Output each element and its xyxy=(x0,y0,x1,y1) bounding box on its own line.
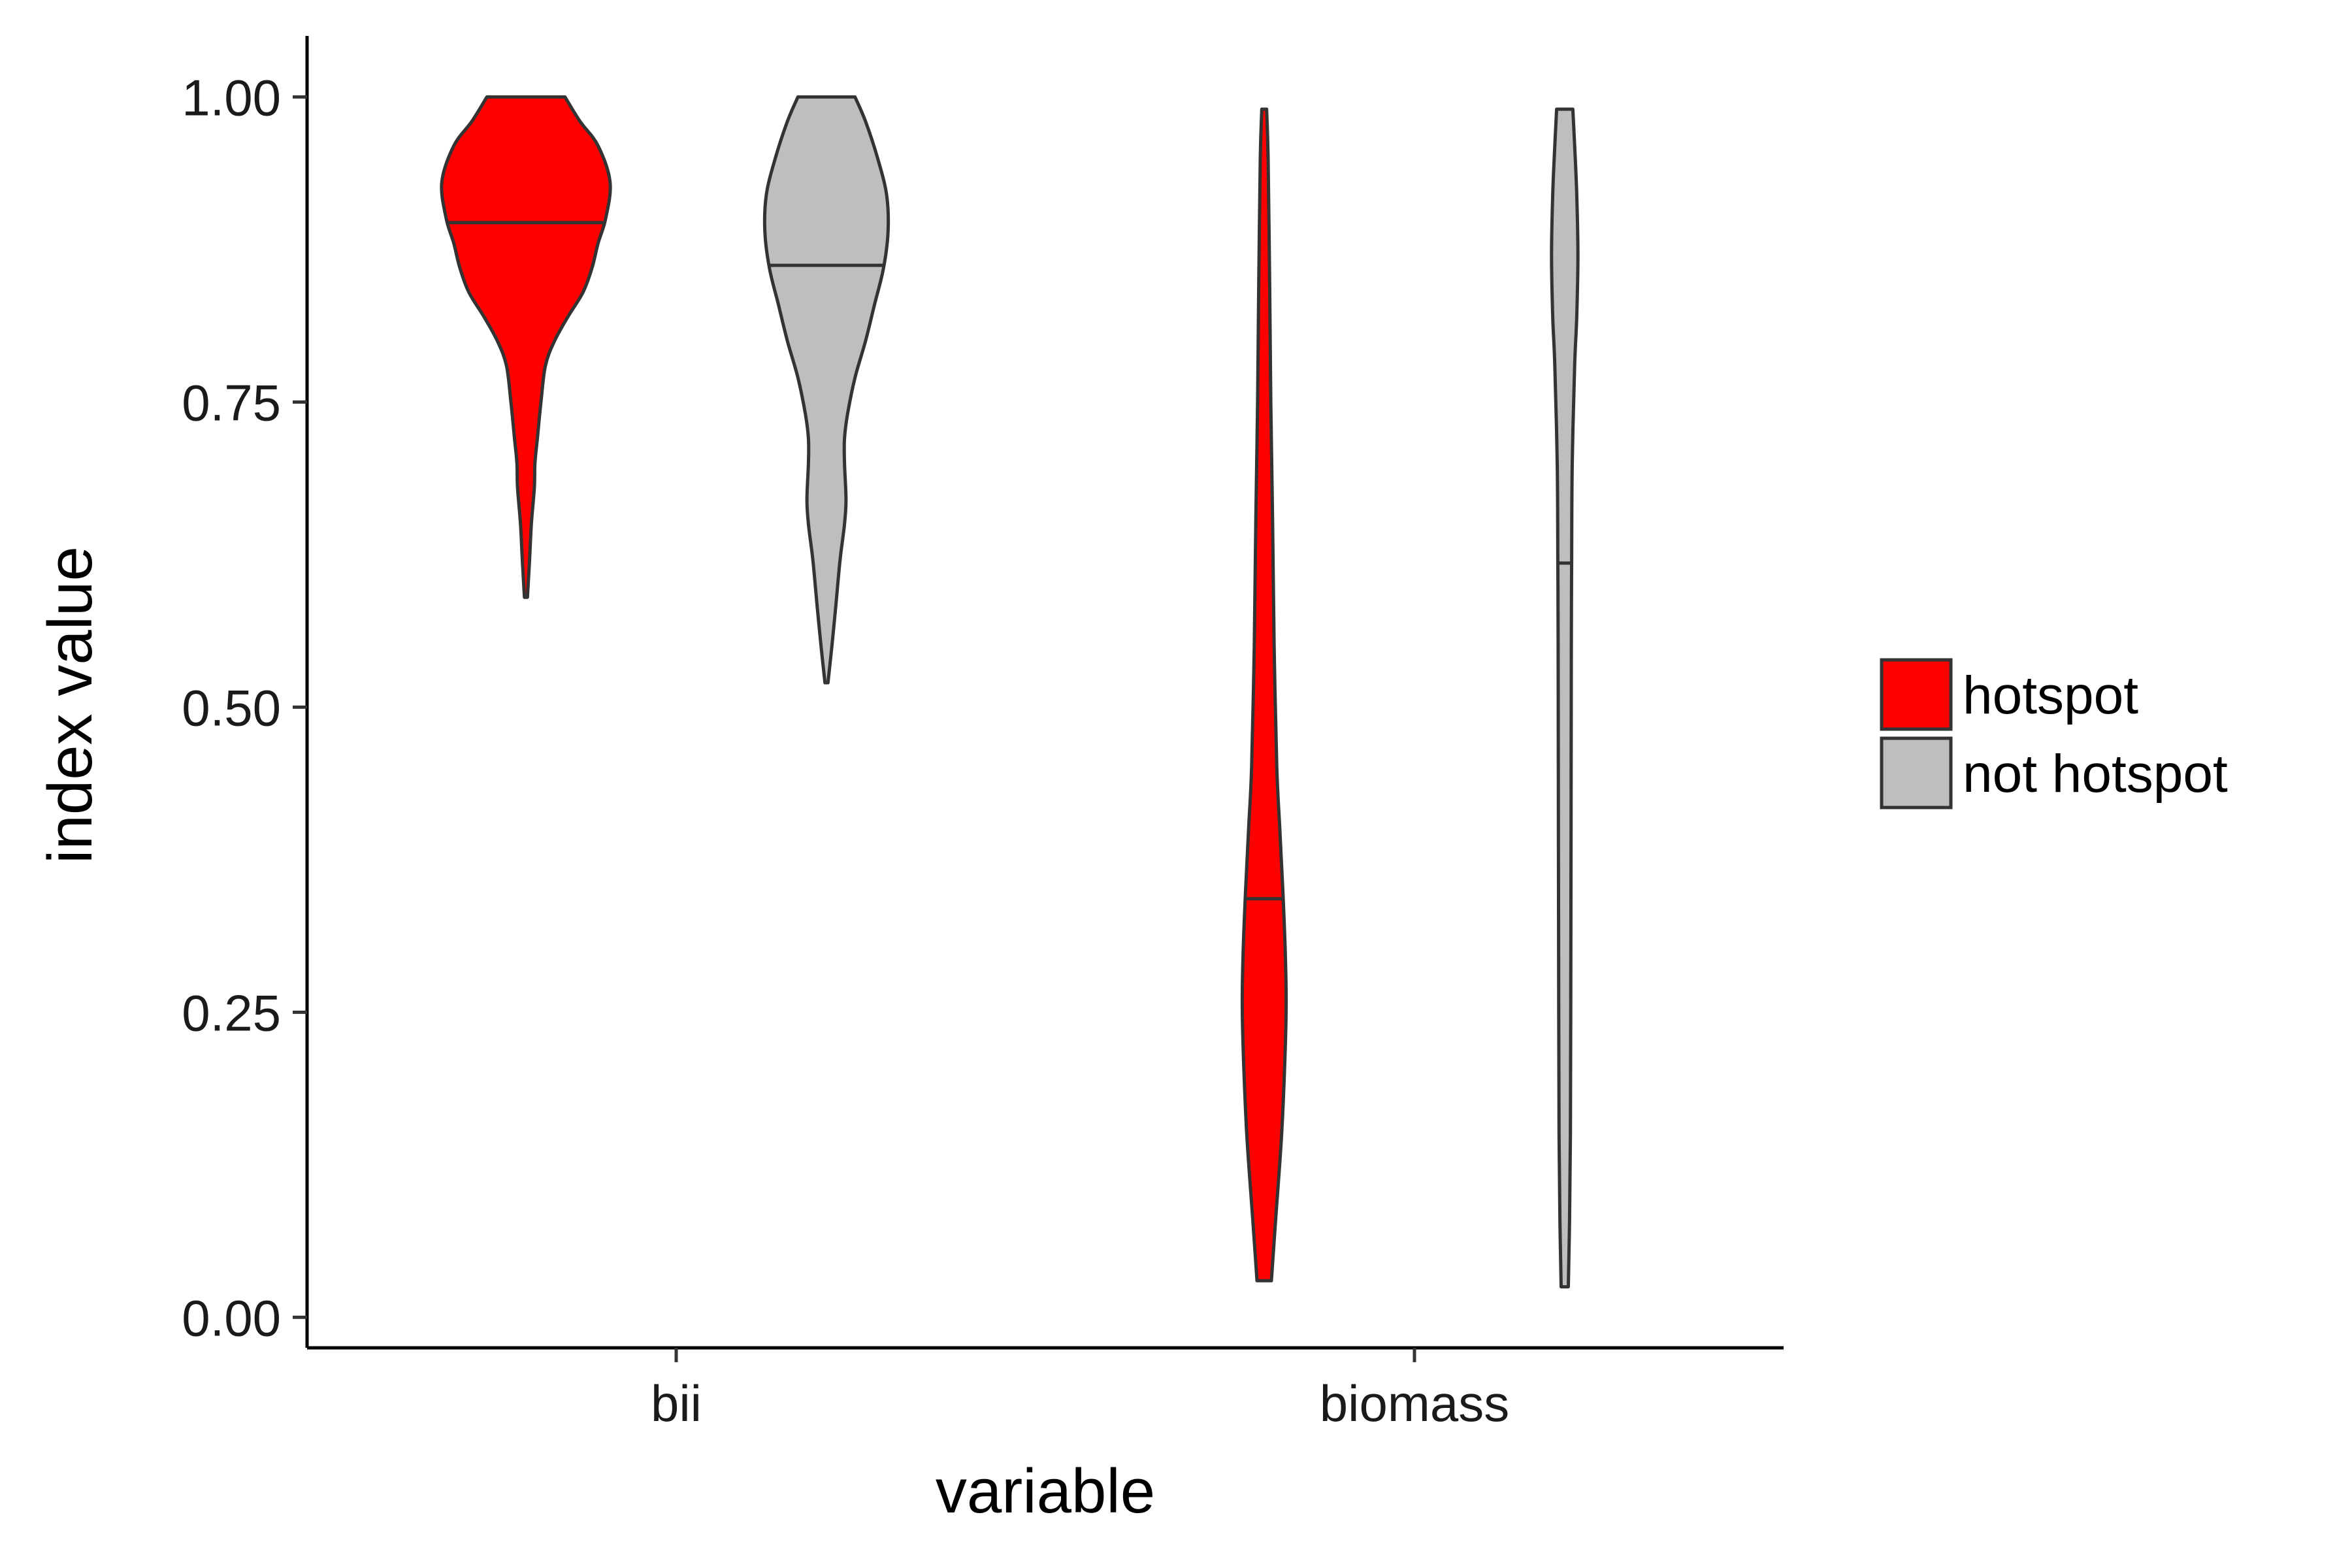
legend-swatch-not-hotspot xyxy=(1880,736,1953,809)
x-axis-title: variable xyxy=(936,1456,1155,1526)
legend-swatch-hotspot xyxy=(1880,658,1953,731)
y-axis-title: index value xyxy=(35,546,105,864)
legend-label-hotspot: hotspot xyxy=(1963,666,2138,725)
y-tick-label: 1.00 xyxy=(182,69,281,126)
y-tick-label: 0.50 xyxy=(182,679,281,736)
violin-biomass-not-hotspot xyxy=(1550,107,1580,1289)
violin-bii-not-hotspot xyxy=(762,95,890,685)
x-tick-label: biomass xyxy=(1320,1375,1509,1432)
x-tick-label: bii xyxy=(651,1375,702,1432)
legend: hotspot not hotspot xyxy=(1880,658,2228,809)
violins-layer xyxy=(440,95,1580,1289)
axes-layer: 0.00 0.25 0.50 0.75 1.00 bii biomass variable in… xyxy=(35,36,1784,1526)
legend-label-not-hotspot: not hotspot xyxy=(1963,744,2228,804)
violin-biomass-hotspot xyxy=(1240,107,1288,1282)
y-tick-label: 0.00 xyxy=(182,1289,281,1347)
violin-bii-hotspot xyxy=(440,95,612,599)
y-tick-label: 0.75 xyxy=(182,374,281,431)
y-tick-label: 0.25 xyxy=(182,984,281,1041)
